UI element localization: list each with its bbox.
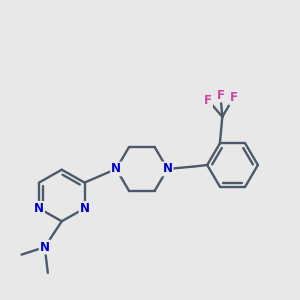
Text: N: N <box>80 202 90 215</box>
Text: F: F <box>204 94 212 106</box>
Text: F: F <box>230 92 238 104</box>
Text: N: N <box>40 241 50 254</box>
Text: N: N <box>163 163 172 176</box>
Text: F: F <box>216 88 224 101</box>
Text: N: N <box>111 163 121 176</box>
Text: N: N <box>34 202 44 215</box>
